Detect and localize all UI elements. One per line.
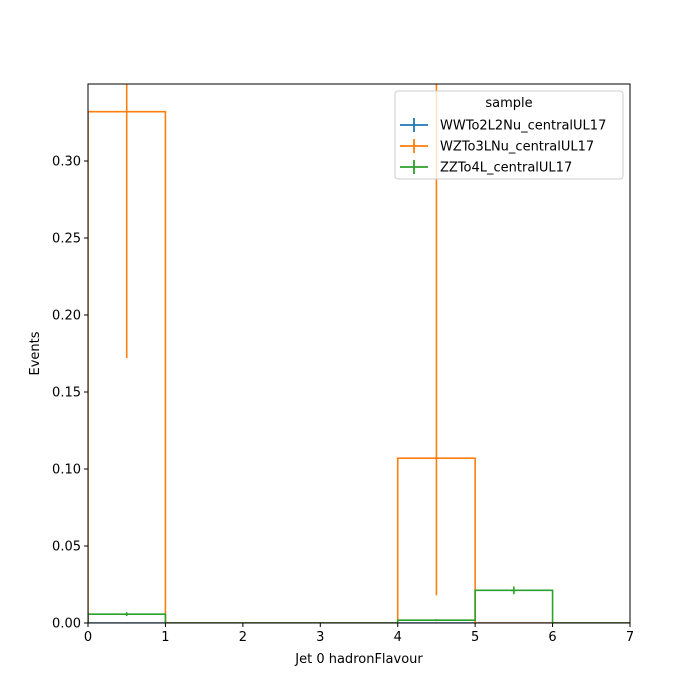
y-axis: 0.00 0.05 0.10 0.15 0.20 0.25 0.30 xyxy=(52,155,88,632)
x-tick-label: 0 xyxy=(84,630,92,645)
legend-entry: ZZTo4L_centralUL17 xyxy=(400,160,572,176)
x-axis-label: Jet 0 hadronFlavour xyxy=(294,652,423,667)
legend: sample WWTo2L2Nu_centralUL17 WZTo3LNu_cen… xyxy=(394,90,624,180)
legend-title: sample xyxy=(485,96,532,111)
histogram-step xyxy=(88,110,630,623)
x-axis: 0 1 2 3 4 5 6 7 xyxy=(84,623,634,645)
plot-frame xyxy=(87,83,631,624)
y-tick-label: 0.00 xyxy=(52,617,81,632)
legend-entry: WZTo3LNu_centralUL17 xyxy=(400,139,594,155)
legend-entry: WWTo2L2Nu_centralUL17 xyxy=(400,118,606,134)
legend-label: WWTo2L2Nu_centralUL17 xyxy=(440,119,606,134)
x-tick-label: 3 xyxy=(316,630,324,645)
y-axis-label: Events xyxy=(28,331,43,375)
y-tick-label: 0.30 xyxy=(52,155,81,170)
x-tick-label: 4 xyxy=(394,630,402,645)
x-tick-label: 6 xyxy=(548,630,556,645)
legend-label: WZTo3LNu_centralUL17 xyxy=(440,140,594,155)
legend-label: ZZTo4L_centralUL17 xyxy=(440,161,572,176)
histogram-step xyxy=(88,589,630,623)
x-tick-label: 7 xyxy=(626,630,634,645)
y-tick-label: 0.05 xyxy=(52,540,81,555)
y-tick-label: 0.10 xyxy=(52,463,81,478)
x-tick-label: 2 xyxy=(239,630,247,645)
legend-box xyxy=(394,90,624,180)
series-ZZTo4L_centralUL17 xyxy=(88,586,630,623)
y-tick-label: 0.15 xyxy=(52,386,81,401)
x-tick-label: 5 xyxy=(471,630,479,645)
y-tick-label: 0.25 xyxy=(52,232,81,247)
y-tick-label: 0.20 xyxy=(52,309,81,324)
x-tick-label: 1 xyxy=(161,630,169,645)
